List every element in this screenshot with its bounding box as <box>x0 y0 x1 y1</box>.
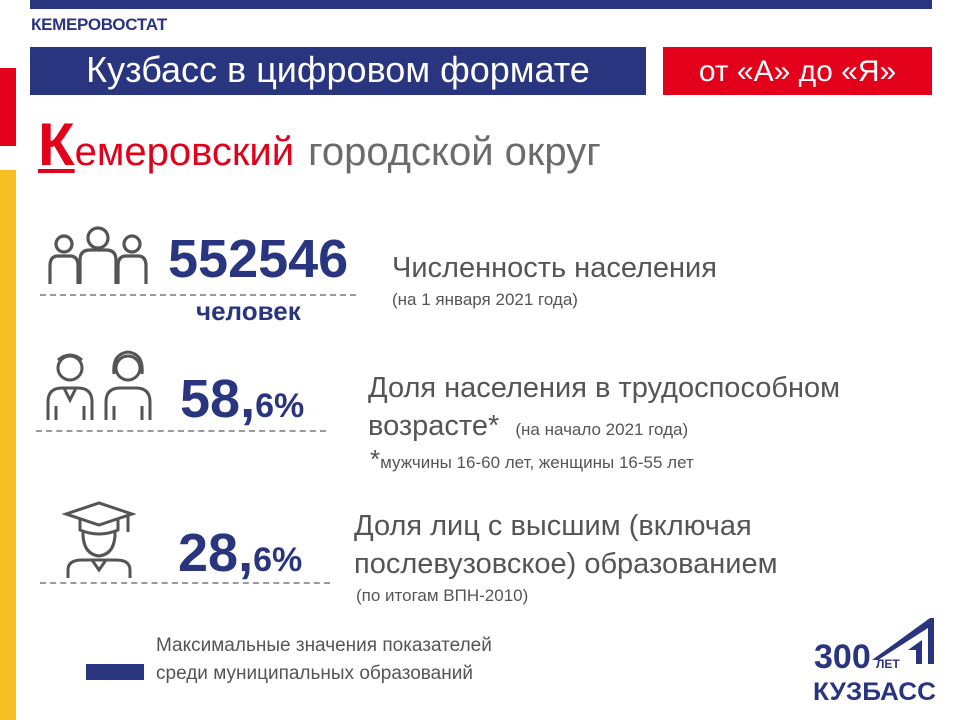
working-age-label-2: возрасте* (на начало 2021 года) <box>368 410 688 443</box>
population-unit: человек <box>196 296 301 326</box>
divider-2 <box>36 430 326 432</box>
page-subtitle: от «А» до «Я» <box>663 47 932 95</box>
working-age-note: (на начало 2021 года) <box>515 420 689 439</box>
legend-swatch <box>86 664 144 680</box>
legend-text: Максимальные значения показателей среди … <box>156 632 492 688</box>
region-first-letter: К <box>38 111 75 178</box>
education-value-frac: 6% <box>253 541 303 579</box>
top-bar <box>30 0 932 9</box>
man-woman-icon <box>46 350 152 420</box>
legend-line-1: Максимальные значения показателей <box>156 635 492 656</box>
education-label-2: послевузовское) образованием <box>354 548 778 580</box>
working-age-label-2-text: возрасте* <box>368 410 500 442</box>
population-label: Численность населения <box>392 252 717 284</box>
working-age-footnote: *мужчины 16-60 лет, женщины 16-55 лет <box>370 444 694 475</box>
population-note: (на 1 января 2021 года) <box>392 290 578 309</box>
working-age-value-frac: 6% <box>255 387 305 425</box>
region-heading: Кемеровский городской округ <box>38 110 601 179</box>
region-suffix: городской округ <box>308 130 601 174</box>
population-value: 552546 <box>168 229 349 289</box>
logo-small: ЛЕТ <box>876 657 900 671</box>
logo-number: 300 <box>814 638 871 676</box>
working-age-label-1: Доля населения в трудоспособном <box>368 372 841 404</box>
people-group-icon <box>48 226 148 284</box>
logo-name: КУЗБАСС <box>813 678 936 706</box>
divider-1 <box>40 294 356 296</box>
divider-3 <box>40 582 330 584</box>
graduate-icon <box>62 501 136 578</box>
left-red-accent <box>0 68 16 146</box>
education-label-1: Доля лиц с высшим (включая <box>354 510 752 542</box>
kuzbass-300-logo: 300 ЛЕТ КУЗБАСС <box>813 618 936 706</box>
working-age-value-int: 58, <box>180 369 256 429</box>
page-title: Кузбасс в цифровом формате <box>30 47 646 95</box>
education-note: (по итогам ВПН-2010) <box>356 586 529 605</box>
brand-name: КЕМЕРОВОСТАТ <box>31 15 168 34</box>
education-value: 28,6% <box>178 522 302 584</box>
working-age-value: 58,6% <box>180 368 304 430</box>
footnote-mark: * <box>370 444 381 474</box>
legend-line-2: среди муниципальных образований <box>156 663 473 684</box>
region-name-rest: емеровский <box>74 130 295 174</box>
left-yellow-accent <box>0 170 16 720</box>
education-value-int: 28, <box>178 523 254 583</box>
footnote-text: мужчины 16-60 лет, женщины 16-55 лет <box>380 453 694 472</box>
